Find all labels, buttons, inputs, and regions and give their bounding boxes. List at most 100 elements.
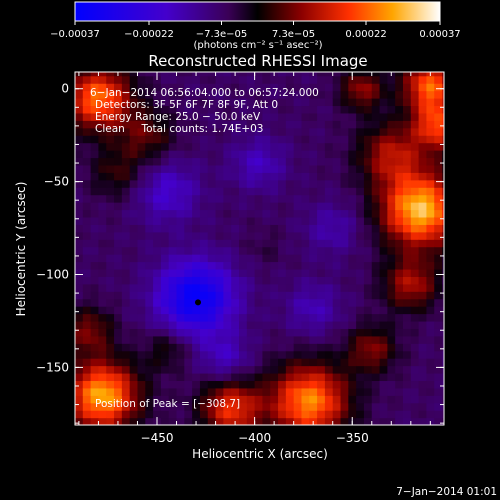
heatmap-cell xyxy=(418,187,428,196)
heatmap-cell xyxy=(137,254,146,263)
heatmap-cell xyxy=(403,105,412,114)
heatmap-cell xyxy=(184,187,193,196)
heatmap-cell xyxy=(254,127,264,136)
heatmap-cell xyxy=(317,402,326,411)
heatmap-cell xyxy=(75,343,84,352)
heatmap-cell xyxy=(90,298,100,307)
heatmap-cell xyxy=(239,313,248,322)
heatmap-cell xyxy=(410,417,420,425)
heatmap-cell xyxy=(145,365,154,374)
heatmap-cell xyxy=(278,402,287,411)
heatmap-cell xyxy=(418,157,428,166)
heatmap-cell xyxy=(90,142,100,151)
heatmap-cell xyxy=(332,216,342,225)
heatmap-cell xyxy=(363,112,373,121)
heatmap-cell xyxy=(324,105,334,114)
heatmap-cell xyxy=(192,239,201,248)
heatmap-cell xyxy=(114,365,123,374)
heatmap-cell xyxy=(301,72,310,77)
heatmap-cell xyxy=(192,261,201,270)
heatmap-cell xyxy=(356,135,365,144)
heatmap-cell xyxy=(426,276,435,285)
heatmap-cell xyxy=(184,328,193,337)
colorbar-tick-label: 0.00022 xyxy=(345,29,386,40)
heatmap-cell xyxy=(160,268,170,277)
heatmap-cell xyxy=(285,372,295,382)
heatmap-cell xyxy=(192,194,201,203)
heatmap-cell xyxy=(153,298,162,307)
heatmap-cell xyxy=(379,320,388,329)
heatmap-cell xyxy=(340,75,349,84)
heatmap-cell xyxy=(262,402,271,411)
heatmap-cell xyxy=(121,239,131,248)
heatmap-cell xyxy=(98,224,107,233)
heatmap-cell xyxy=(442,410,444,419)
heatmap-cell xyxy=(121,410,131,419)
heatmap-cell xyxy=(356,246,365,255)
heatmap-cell xyxy=(301,75,310,84)
heatmap-cell xyxy=(114,410,123,419)
heatmap-cell xyxy=(75,298,84,307)
heatmap-cell xyxy=(293,328,303,337)
heatmap-cell xyxy=(278,120,287,129)
heatmap-cell xyxy=(239,239,248,248)
heatmap-cell xyxy=(145,172,154,181)
heatmap-cell xyxy=(270,395,279,404)
heatmap-cell xyxy=(223,120,232,129)
annotation-clean: Clean Total counts: 1.74E+03 xyxy=(95,123,264,135)
heatmap-cell xyxy=(356,187,365,196)
heatmap-cell xyxy=(371,402,381,411)
heatmap-cell xyxy=(278,291,287,300)
heatmap-cell xyxy=(426,75,435,84)
heatmap-cell xyxy=(82,306,92,315)
heatmap-cell xyxy=(285,90,295,99)
heatmap-cell xyxy=(293,231,303,240)
heatmap-cell xyxy=(426,239,435,248)
heatmap-cell xyxy=(356,328,365,337)
heatmap-cell xyxy=(317,254,326,263)
heatmap-cell xyxy=(231,335,240,344)
heatmap-cell xyxy=(231,172,240,181)
heatmap-cell xyxy=(309,142,318,151)
heatmap-cell xyxy=(278,417,287,425)
heatmap-cell xyxy=(184,157,193,166)
heatmap-cell xyxy=(332,291,342,300)
heatmap-cell xyxy=(231,150,240,159)
heatmap-cell xyxy=(309,75,318,84)
heatmap-cell xyxy=(332,164,342,173)
heatmap-cell xyxy=(317,150,326,159)
heatmap-cell xyxy=(387,179,396,188)
heatmap-cell xyxy=(324,328,334,337)
heatmap-cell xyxy=(340,112,349,121)
heatmap-cell xyxy=(285,313,295,322)
heatmap-cell xyxy=(145,276,154,285)
heatmap-cell xyxy=(223,142,232,151)
heatmap-cell xyxy=(160,127,170,136)
heatmap-cell xyxy=(231,306,240,315)
heatmap-cell xyxy=(332,306,342,315)
heatmap-cell xyxy=(184,98,193,107)
heatmap-cell xyxy=(442,343,444,352)
heatmap-cell xyxy=(137,90,146,99)
heatmap-cell xyxy=(192,283,201,292)
heatmap-cell xyxy=(387,313,396,322)
heatmap-cell xyxy=(207,75,217,84)
heatmap-cell xyxy=(106,239,115,248)
heatmap-cell xyxy=(254,261,264,270)
heatmap-cell xyxy=(317,112,326,121)
heatmap-cell xyxy=(324,135,334,144)
heatmap-cell xyxy=(426,135,435,144)
heatmap-cell xyxy=(278,194,287,203)
heatmap-cell xyxy=(356,313,365,322)
heatmap-cell xyxy=(317,261,326,270)
heatmap-cell xyxy=(98,112,107,121)
heatmap-cell xyxy=(363,231,373,240)
heatmap-cell xyxy=(231,402,240,411)
heatmap-cell xyxy=(395,313,404,322)
heatmap-cell xyxy=(121,350,131,359)
heatmap-cell xyxy=(293,246,303,255)
heatmap-cell xyxy=(317,365,326,374)
heatmap-cell xyxy=(309,335,318,344)
heatmap-cell xyxy=(324,90,334,99)
heatmap-cell xyxy=(387,358,396,367)
